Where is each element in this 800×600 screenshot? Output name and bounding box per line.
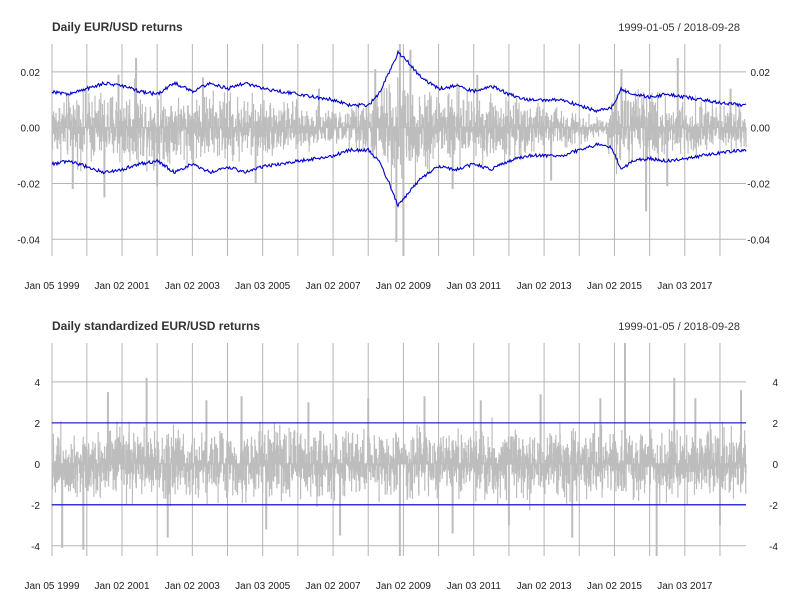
y-tick-label-right: -2 <box>769 501 778 512</box>
x-tick-label: Jan 03 2005 <box>235 281 290 292</box>
y-tick-label-left: -0.02 <box>17 179 40 190</box>
chart-title: Daily EUR/USD returns <box>52 20 183 34</box>
x-tick-label: Jan 03 2017 <box>657 281 712 292</box>
y-tick-label-right: -0.04 <box>747 235 770 246</box>
x-tick-label: Jan 03 2017 <box>657 581 712 592</box>
x-tick-label: Jan 03 2005 <box>235 581 290 592</box>
y-tick-label-left: -0.04 <box>17 235 40 246</box>
x-tick-label: Jan 02 2013 <box>517 581 572 592</box>
x-tick-label: Jan 02 2003 <box>165 281 220 292</box>
y-tick-label-left: 4 <box>34 378 40 389</box>
x-tick-label: Jan 03 2011 <box>447 581 502 592</box>
y-tick-label-right: -4 <box>769 542 778 553</box>
x-tick-label: Jan 02 2003 <box>165 581 220 592</box>
x-tick-label: Jan 02 2001 <box>94 581 149 592</box>
x-tick-label: Jan 05 1999 <box>24 281 79 292</box>
y-tick-label-left: -4 <box>31 542 40 553</box>
y-tick-label-right: -0.02 <box>747 179 770 190</box>
x-tick-label: Jan 03 2011 <box>447 281 502 292</box>
y-tick-label-left: 0.02 <box>21 68 41 79</box>
x-tick-label: Jan 02 2001 <box>94 281 149 292</box>
y-tick-label-left: -2 <box>31 501 40 512</box>
lower-band-line <box>52 143 746 206</box>
standardized-returns-panel: Daily standardized EUR/USD returns 1999-… <box>24 319 778 592</box>
x-tick-label: Jan 02 2015 <box>587 581 642 592</box>
x-tick-label: Jan 02 2009 <box>376 281 431 292</box>
date-range-label: 1999-01-05 / 2018-09-28 <box>618 22 740 34</box>
returns-panel: Daily EUR/USD returns 1999-01-05 / 2018-… <box>17 20 770 292</box>
x-tick-label: Jan 02 2007 <box>306 281 361 292</box>
x-tick-label: Jan 02 2009 <box>376 581 431 592</box>
x-tick-label: Jan 02 2013 <box>517 281 572 292</box>
y-tick-label-right: 0.02 <box>751 68 771 79</box>
y-tick-label-left: 0 <box>34 460 40 471</box>
x-tick-label: Jan 05 1999 <box>24 581 79 592</box>
y-tick-label-right: 0.00 <box>751 124 771 135</box>
y-tick-label-right: 4 <box>772 378 778 389</box>
chart-title: Daily standardized EUR/USD returns <box>52 319 260 333</box>
date-range-label: 1999-01-05 / 2018-09-28 <box>618 321 740 333</box>
y-tick-label-left: 2 <box>34 419 40 430</box>
y-tick-label-right: 0 <box>772 460 778 471</box>
y-tick-label-left: 0.00 <box>21 124 41 135</box>
x-tick-label: Jan 02 2007 <box>306 581 361 592</box>
y-tick-label-right: 2 <box>772 419 778 430</box>
x-tick-label: Jan 02 2015 <box>587 281 642 292</box>
